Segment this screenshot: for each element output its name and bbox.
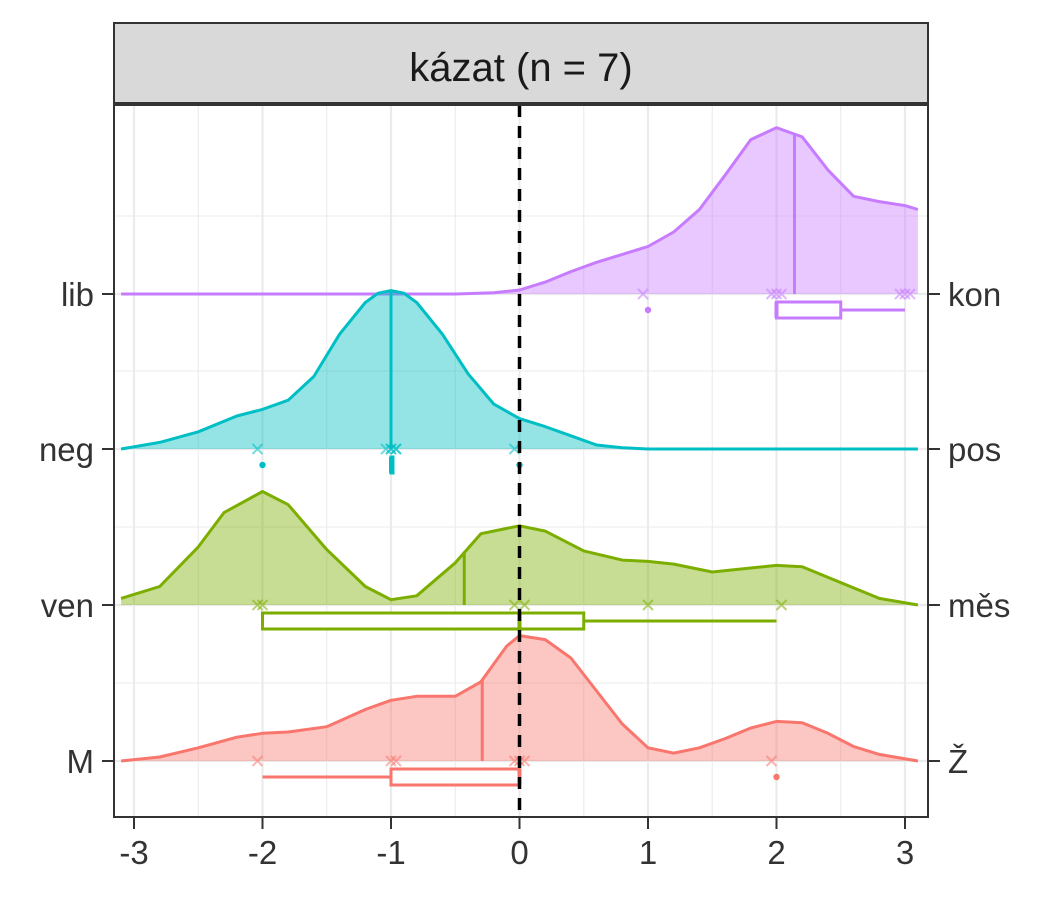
- observation-marker: [385, 443, 397, 455]
- facet-strip: [113, 22, 929, 104]
- y-tick-label-right: kon: [948, 276, 1001, 313]
- box-iqr: [775, 300, 843, 320]
- observation-marker: [642, 599, 654, 611]
- observation-marker: [256, 599, 269, 611]
- observation-marker: [899, 288, 911, 300]
- observation-marker: [518, 599, 531, 611]
- box-iqr: [261, 611, 586, 631]
- y-tick-label-right: pos: [948, 431, 1001, 468]
- x-tick-label: 3: [896, 834, 914, 871]
- observation-marker: [251, 599, 264, 611]
- ridge-lib: [121, 126, 919, 320]
- density-area: [121, 127, 918, 294]
- y-tick-label-left: lib: [61, 276, 94, 313]
- grid: [114, 105, 928, 817]
- observation-marker: [508, 599, 521, 611]
- x-tick-label: 2: [767, 834, 785, 871]
- box-outlier: [259, 461, 266, 469]
- box-iqr: [389, 767, 521, 787]
- axes: lib kon neg pos ven měs M Ž -3 -2 -1 0 1 2 3: [39, 276, 1010, 871]
- box-outlier: [644, 306, 652, 314]
- x-tick-label: -1: [376, 834, 405, 871]
- observation-marker: [251, 443, 264, 455]
- density-area: [121, 290, 918, 449]
- x-tick-label: -3: [119, 834, 148, 871]
- y-tick-label-right: Ž: [948, 743, 968, 780]
- observation-marker: [390, 443, 402, 455]
- panel-border: [113, 104, 929, 818]
- observation-marker: [637, 288, 649, 300]
- facet-title: kázat (n = 7): [409, 46, 632, 90]
- observation-marker: [775, 288, 788, 300]
- observation-marker: [765, 755, 778, 767]
- y-tick-label-left: ven: [41, 587, 94, 624]
- observation-marker: [770, 288, 783, 300]
- box-outlier: [773, 773, 780, 781]
- y-tick-label-right: měs: [948, 587, 1010, 624]
- density-line: [121, 126, 919, 296]
- observation-marker: [904, 288, 916, 300]
- observation-marker: [380, 443, 392, 455]
- y-tick-label-left: neg: [39, 431, 94, 468]
- x-tick-label: 0: [510, 834, 528, 871]
- x-tick-label: 1: [639, 834, 657, 871]
- observation-marker: [765, 288, 778, 300]
- observation-marker: [390, 755, 402, 767]
- x-tick-label: -2: [248, 834, 277, 871]
- y-tick-label-left: M: [67, 743, 95, 780]
- observation-marker: [775, 599, 788, 611]
- observation-marker: [894, 288, 906, 300]
- ridge-neg: [120, 289, 918, 475]
- density-line: [120, 289, 918, 451]
- observation-marker: [385, 755, 397, 767]
- observation-marker: [251, 755, 264, 767]
- density-line: [120, 634, 919, 763]
